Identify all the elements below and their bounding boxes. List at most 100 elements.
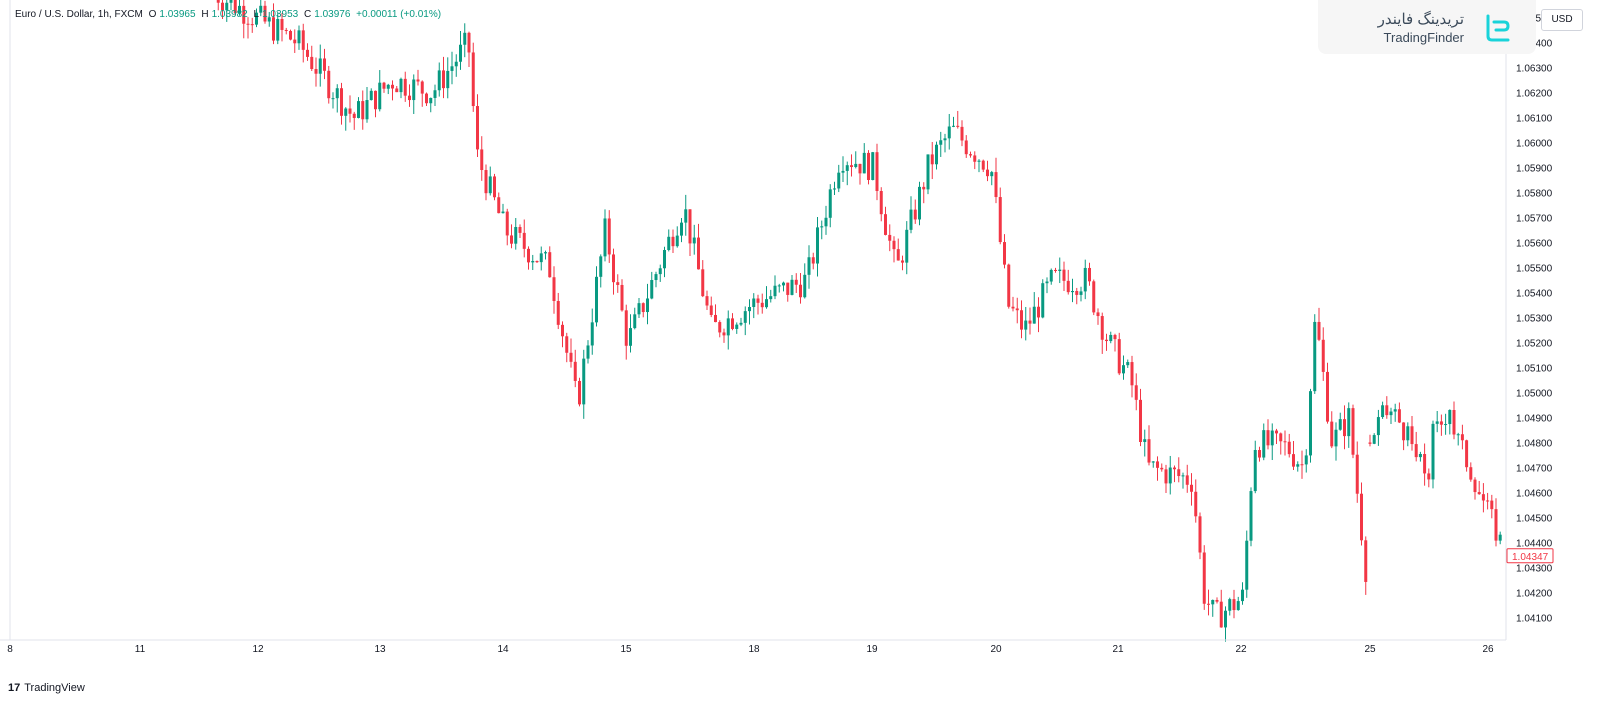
- candle-body: [875, 152, 879, 192]
- candle-body: [930, 154, 934, 165]
- candle-body: [276, 18, 280, 41]
- candle-body: [1283, 441, 1287, 443]
- candle-body: [820, 226, 824, 228]
- y-tick-label: 1.06100: [1516, 114, 1553, 125]
- candle-body: [1190, 484, 1193, 492]
- candles: [216, 0, 1502, 642]
- candle-body: [658, 268, 662, 275]
- candle-body: [437, 70, 441, 91]
- candle-body: [1402, 422, 1406, 441]
- candle-body: [552, 277, 556, 302]
- candle-body: [1160, 467, 1164, 470]
- candle-body: [905, 229, 909, 263]
- currency-button[interactable]: USD: [1541, 9, 1583, 31]
- x-tick-label: 15: [620, 644, 632, 655]
- candle-body: [688, 209, 692, 244]
- candle-body: [986, 169, 989, 177]
- candle-body: [250, 24, 254, 26]
- candle-body: [650, 280, 654, 299]
- candle-body: [1185, 475, 1189, 485]
- candle-body: [578, 380, 581, 405]
- candle-body: [1473, 479, 1477, 493]
- candle-body: [272, 17, 275, 41]
- candle-body: [403, 78, 407, 96]
- candle-body: [1313, 321, 1317, 392]
- candle-body: [425, 93, 428, 104]
- candle-body: [1194, 491, 1198, 517]
- candle-body: [786, 282, 790, 295]
- x-tick-label: 18: [748, 644, 760, 655]
- y-tick-label: 1.06000: [1516, 139, 1553, 150]
- candle-body: [1498, 534, 1502, 541]
- candle-body: [1296, 464, 1300, 467]
- candle-body: [267, 17, 271, 22]
- candle-body: [1130, 362, 1134, 386]
- candle-body: [488, 176, 492, 194]
- candle-body: [722, 332, 726, 336]
- candle-body: [1410, 426, 1414, 445]
- candle-body: [429, 97, 433, 104]
- candle-body: [998, 197, 1002, 243]
- candle-body: [1351, 408, 1355, 455]
- symbol-label: Euro / U.S. Dollar, 1h, FXCM: [15, 9, 143, 20]
- candle-body: [922, 186, 926, 190]
- candle-body: [225, 2, 229, 11]
- candle-body: [408, 95, 411, 101]
- candle-body: [1287, 441, 1291, 455]
- candle-body: [586, 345, 590, 359]
- candle-body: [896, 249, 900, 261]
- candle-body: [1292, 454, 1295, 467]
- candle-body: [701, 269, 705, 297]
- y-tick-label: 1.04900: [1516, 414, 1553, 425]
- candle-body: [450, 66, 454, 71]
- candle-body: [1134, 385, 1138, 400]
- candle-body: [1113, 334, 1117, 340]
- candle-body: [871, 152, 875, 181]
- tradingview-icon: 17: [8, 682, 21, 694]
- candle-body: [1275, 430, 1278, 434]
- candle-body: [1389, 411, 1393, 416]
- high-label: H: [201, 9, 209, 20]
- candle-body: [352, 113, 356, 118]
- candle-body: [1092, 281, 1096, 313]
- candle-body: [1096, 312, 1100, 317]
- open-value: 1.03965: [159, 9, 196, 20]
- candle-body: [828, 189, 832, 218]
- candle-body: [522, 232, 526, 249]
- candle-body: [1304, 455, 1308, 465]
- candle-body: [735, 324, 739, 329]
- candle-body: [824, 217, 828, 227]
- close-label: C: [304, 9, 312, 20]
- candle-body: [1173, 467, 1176, 470]
- candle-body: [344, 108, 348, 116]
- candle-body: [1032, 306, 1036, 324]
- candle-body: [1368, 442, 1372, 444]
- candle-body: [739, 322, 743, 325]
- candle-body: [1071, 290, 1074, 293]
- candle-body: [1245, 540, 1249, 590]
- candle-body: [1211, 599, 1215, 605]
- candle-body: [1338, 419, 1342, 430]
- candle-body: [386, 84, 390, 89]
- last-price-label: 1.04347: [1512, 552, 1549, 563]
- candle-body: [637, 303, 641, 315]
- candle-body: [1376, 417, 1380, 436]
- candle-body: [1266, 430, 1270, 446]
- candle-body: [1041, 283, 1045, 318]
- candle-body: [926, 154, 930, 190]
- candle-body: [505, 211, 509, 236]
- candle-body: [284, 29, 288, 31]
- candle-body: [318, 58, 322, 74]
- candle-body: [973, 155, 977, 162]
- candle-body: [548, 252, 552, 278]
- candle-body: [1435, 421, 1439, 424]
- candle-body: [909, 209, 913, 230]
- candle-body: [246, 23, 250, 25]
- candle-body: [531, 260, 535, 263]
- candle-body: [1448, 410, 1452, 425]
- candle-body: [1330, 421, 1334, 447]
- y-tick-label: 1.05200: [1516, 339, 1553, 350]
- candle-body: [327, 70, 331, 99]
- candle-body: [956, 125, 960, 127]
- candle-body: [854, 163, 858, 168]
